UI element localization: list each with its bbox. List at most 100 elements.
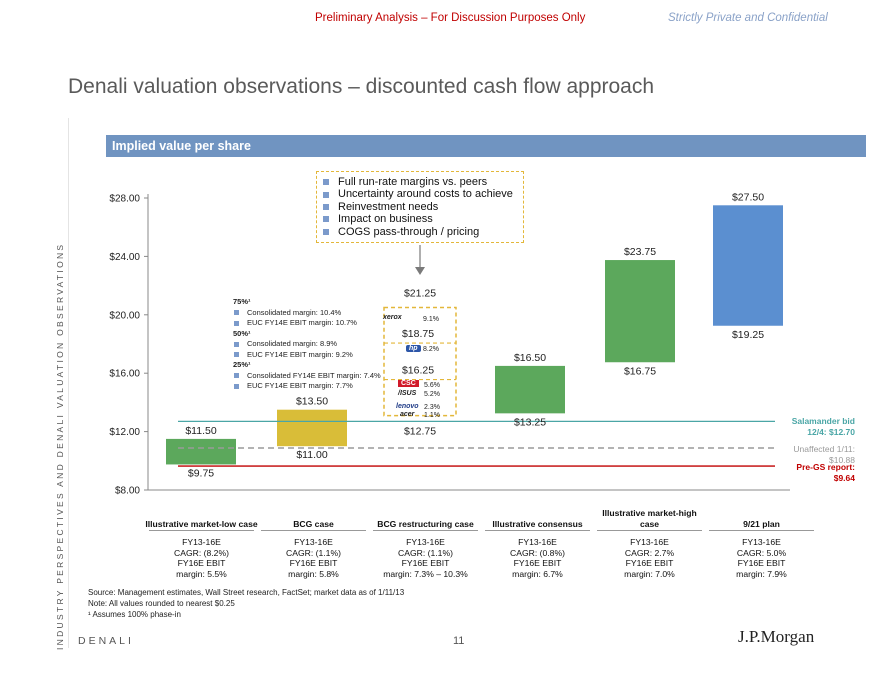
square-bullet-icon	[323, 179, 329, 186]
note-item: Consolidated margin: 10.4%	[233, 308, 393, 319]
bar-high-label: $16.50	[514, 352, 546, 364]
square-bullet-icon	[234, 320, 239, 326]
section-band: Implied value per share	[106, 135, 866, 157]
y-tick-label: $20.00	[109, 310, 140, 321]
side-divider	[68, 118, 69, 648]
bar-low-label: $12.75	[404, 426, 436, 438]
chart-labels: $11.50 $9.75 $13.50 $11.00 $21.25 $12.75 $16.5…	[185, 191, 764, 479]
hp-margin: 8.2%	[423, 346, 439, 353]
bar-low-label: $16.75	[624, 365, 656, 377]
callout-item: Impact on business	[323, 213, 523, 225]
note-heading: 25%¹	[233, 360, 251, 369]
category-rule	[373, 530, 478, 531]
category-stats: FY13-16E CAGR: (1.1%) FY16E EBIT margin: 7.…	[383, 537, 468, 579]
bar-high-label: $21.25	[404, 288, 436, 300]
bar	[713, 205, 783, 326]
csc-logo: CSC	[398, 380, 419, 387]
note-item: EUC FY14E EBIT margin: 10.7%	[233, 318, 393, 329]
y-tick-label: $12.00	[109, 427, 140, 438]
phase-in-notes: 75%¹ Consolidated margin: 10.4% EUC FY14…	[233, 297, 393, 392]
square-bullet-icon	[323, 204, 329, 211]
square-bullet-icon	[323, 216, 329, 223]
chart-reference-lines	[178, 420, 775, 467]
note-item: Consolidated FY14E EBIT margin: 7.4%	[233, 371, 393, 382]
bar	[605, 260, 675, 363]
rounding-note: Note: All values rounded to nearest $0.2…	[88, 599, 235, 608]
header-left: Preliminary Analysis – For Discussion Pu…	[315, 12, 586, 24]
callout-item: COGS pass-through / pricing	[323, 226, 523, 238]
bar-low-label: $13.25	[514, 416, 546, 428]
bar	[495, 365, 565, 414]
category-rule	[485, 530, 590, 531]
callout-arrow-head	[415, 267, 425, 275]
category-label: Illustrative consensus	[492, 518, 583, 529]
callout-item: Full run-rate margins vs. peers	[323, 176, 523, 188]
ref-label-pregs: Pre-GS report: $9.64	[796, 462, 855, 483]
bar-high-label: $13.50	[296, 396, 328, 408]
bar-mid-label: $18.75	[402, 328, 434, 340]
bar-restructuring-range	[383, 306, 457, 417]
category-stats: FY13-16E CAGR: (1.1%) FY16E EBIT margin: 5.…	[286, 537, 341, 579]
csc-margin: 5.6%	[424, 382, 440, 389]
xerox-margin: 9.1%	[423, 316, 439, 323]
asus-logo: /ISUS	[398, 390, 417, 397]
note-item: EUC FY14E EBIT margin: 7.7%	[233, 381, 393, 392]
square-bullet-icon	[234, 341, 239, 347]
footer-project: DENALI	[78, 635, 134, 647]
category-label: BCG case	[293, 518, 334, 529]
note-item: Consolidated margin: 8.9%	[233, 339, 393, 350]
square-bullet-icon	[323, 228, 329, 235]
bar	[166, 438, 236, 465]
header-right: Strictly Private and Confidential	[668, 12, 828, 24]
page-number: 11	[453, 635, 465, 647]
page-title: Denali valuation observations – discount…	[68, 75, 655, 98]
bar-high-label: $11.50	[185, 425, 216, 437]
category-stats: FY13-16E CAGR: (8.2%) FY16E EBIT margin: 5.…	[174, 537, 229, 579]
square-bullet-icon	[234, 352, 239, 358]
asus-margin: 5.2%	[424, 391, 440, 398]
note-heading: 50%¹	[233, 328, 251, 338]
bar	[277, 409, 347, 447]
y-tick-label: $24.00	[109, 252, 140, 263]
y-tick-label: $8.00	[115, 486, 140, 497]
category-label: Illustrative market-low case	[145, 518, 258, 529]
category-rule	[261, 530, 366, 531]
bar-low-label: $11.00	[296, 449, 327, 461]
callout-box: Full run-rate margins vs. peers Uncertai…	[316, 171, 524, 243]
lenovo-logo: lenovo	[396, 403, 419, 410]
square-bullet-icon	[234, 383, 239, 389]
category-rule	[149, 530, 254, 531]
hp-logo: hp	[406, 345, 421, 352]
acer-logo: acer	[400, 411, 415, 418]
acer-margin: 1.1%	[424, 412, 440, 419]
chart-axis: $8.00 $12.00 $16.00 $20.00 $24.00 $28.00	[109, 194, 790, 497]
bar-low-label: $19.25	[732, 329, 764, 341]
ref-label-salamander: Salamander bid 12/4: $12.70	[791, 416, 855, 437]
ref-label-unaffected: Unaffected 1/11: $10.88	[793, 444, 855, 465]
lenovo-margin: 2.3%	[424, 404, 440, 411]
category-rule	[597, 530, 702, 531]
bar-low-label: $9.75	[188, 467, 214, 479]
category-label: BCG restructuring case	[377, 518, 474, 529]
category-rule	[709, 530, 814, 531]
footnote: ¹ Assumes 100% phase-in	[88, 610, 181, 619]
category-table: Illustrative market-low case BCG case BC…	[145, 497, 814, 579]
y-tick-label: $28.00	[109, 194, 140, 205]
callout-item: Reinvestment needs	[323, 201, 523, 213]
xerox-logo: xerox	[383, 314, 402, 321]
y-tick-label: $16.00	[109, 369, 140, 380]
note-heading: 75%¹	[233, 297, 251, 306]
square-bullet-icon	[323, 191, 329, 198]
category-label: 9/21 plan	[743, 518, 780, 529]
category-stats: FY13-16E CAGR: (0.8%) FY16E EBIT margin: 6.…	[510, 537, 565, 579]
category-stats: FY13-16E CAGR: 2.7% FY16E EBIT margin: 7.0%	[624, 537, 675, 579]
jpmorgan-logo: J.P.Morgan	[738, 627, 815, 646]
callout-item: Uncertainty around costs to achieve	[323, 188, 523, 200]
note-item: EUC FY14E EBIT margin: 9.2%	[233, 350, 393, 361]
bar-high-label: $23.75	[624, 246, 656, 258]
callout-arrow	[415, 245, 425, 275]
category-label: Illustrative market-high case	[602, 508, 697, 529]
bar-high-label: $27.50	[732, 191, 764, 203]
square-bullet-icon	[234, 310, 239, 316]
